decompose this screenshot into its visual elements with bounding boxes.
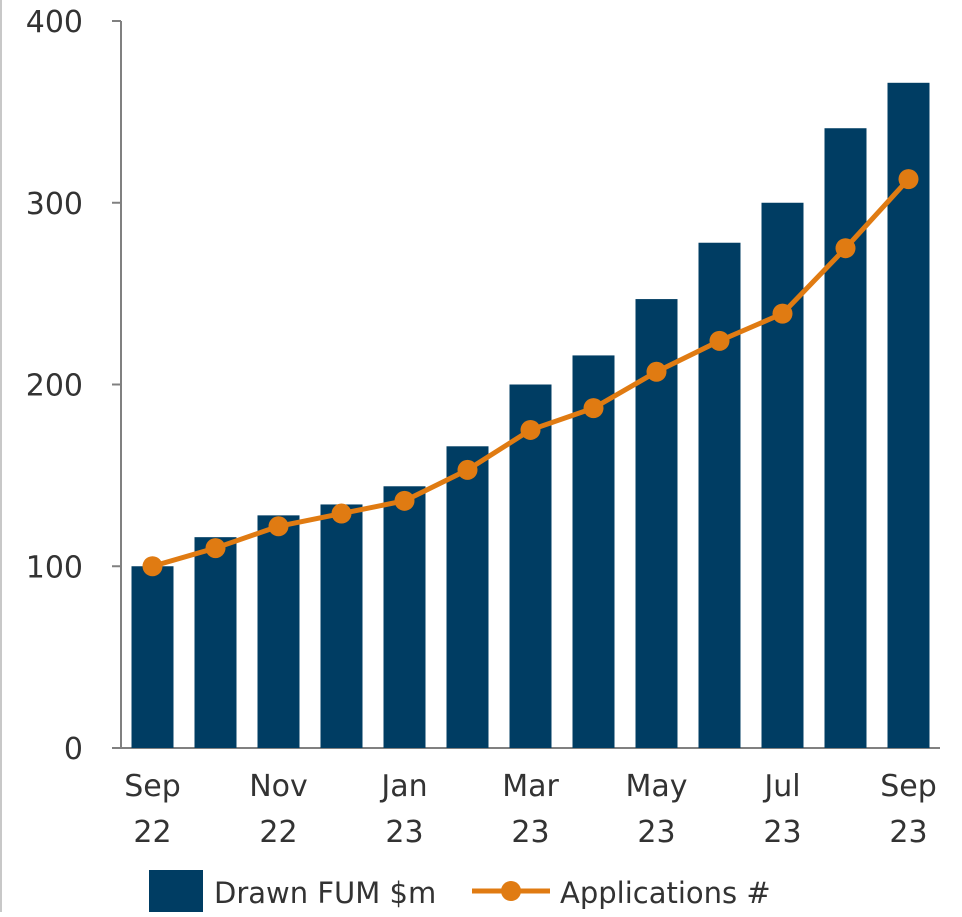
line-point	[520, 419, 541, 440]
line-point	[772, 303, 793, 324]
line-point	[457, 459, 478, 480]
x-tick-label-month: Jan	[379, 769, 427, 804]
x-tick-label-year: 23	[889, 815, 927, 850]
bar-series	[131, 82, 930, 749]
legend-line-marker	[501, 881, 521, 901]
x-tick-label-month: Mar	[502, 769, 559, 804]
x-tick-label-month: Nov	[249, 769, 308, 804]
x-tick-label-month: Sep	[124, 769, 181, 804]
bar	[761, 202, 804, 748]
bar	[320, 504, 363, 748]
bar	[572, 355, 615, 748]
line-point	[268, 516, 289, 537]
x-tick-label-year: 22	[133, 815, 171, 850]
x-tick-label-year: 23	[637, 815, 675, 850]
line-point	[583, 398, 604, 419]
line-point	[898, 169, 919, 190]
bar	[257, 515, 300, 748]
y-tick-label: 200	[26, 369, 83, 404]
y-axis-labels: 0 100 200 300 400	[26, 5, 83, 767]
x-tick-label-year: 23	[511, 815, 549, 850]
y-tick-label: 100	[26, 550, 83, 585]
bar	[131, 566, 174, 748]
bar	[698, 242, 741, 749]
x-axis-labels: Sep 22 Nov 22 Jan 23 Mar 23 May 23 Jul 23 Sep 23	[124, 769, 937, 850]
y-tick-label: 0	[64, 732, 83, 767]
x-tick-label-year: 22	[259, 815, 297, 850]
bar	[383, 486, 426, 748]
line-point	[394, 490, 415, 511]
x-tick-label-month: May	[625, 769, 687, 804]
y-tick-label: 300	[26, 187, 83, 222]
bar	[509, 384, 552, 748]
legend-bar-swatch	[149, 870, 203, 912]
legend-line-label: Applications #	[560, 876, 771, 910]
x-tick-label-month: Sep	[880, 769, 937, 804]
x-tick-label-year: 23	[763, 815, 801, 850]
line-point	[205, 538, 226, 559]
line-point	[331, 503, 352, 524]
bar	[446, 446, 489, 748]
line-point	[646, 361, 667, 382]
legend-bar-label: Drawn FUM $m	[214, 876, 436, 910]
x-tick-label-month: Jul	[762, 769, 800, 804]
line-point	[709, 330, 730, 351]
line-point	[835, 238, 856, 259]
line-point	[142, 556, 163, 577]
line-series	[142, 169, 919, 577]
x-tick-label-year: 23	[385, 815, 423, 850]
legend: Drawn FUM $m Applications #	[149, 870, 771, 912]
y-tick-label: 400	[26, 5, 83, 40]
bar	[824, 128, 867, 749]
bar	[194, 537, 237, 748]
